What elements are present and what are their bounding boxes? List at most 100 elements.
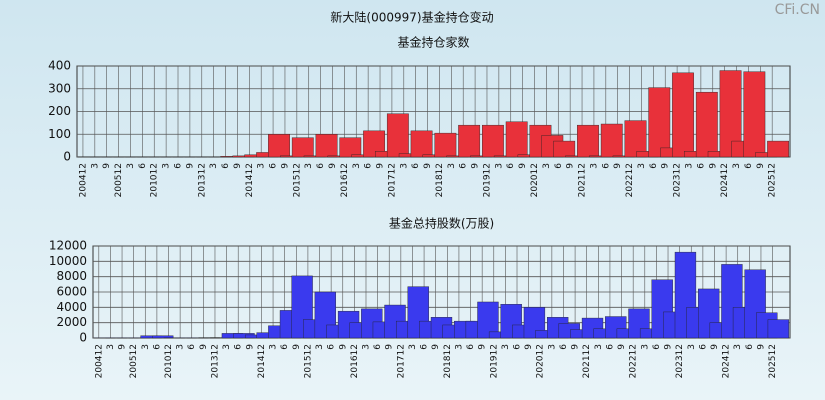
x-tick-label: 6 bbox=[280, 344, 290, 350]
x-tick-label: 201412 bbox=[257, 344, 267, 378]
x-tick-label: 200512 bbox=[129, 344, 139, 378]
x-tick-label: 202112 bbox=[582, 344, 592, 378]
x-tick-label: 201812 bbox=[435, 163, 445, 197]
x-tick-label: 9 bbox=[613, 163, 623, 169]
bar bbox=[767, 140, 790, 158]
x-tick-label: 6 bbox=[411, 163, 421, 169]
bar bbox=[477, 301, 499, 339]
x-tick-label: 200412 bbox=[78, 163, 88, 197]
y-tick-label: 200 bbox=[48, 104, 71, 118]
x-tick-label: 202312 bbox=[673, 163, 683, 197]
x-tick-label: 9 bbox=[478, 344, 488, 350]
x-tick-label: 9 bbox=[431, 344, 441, 350]
x-tick-label: 3 bbox=[361, 344, 371, 350]
y-tick-label: 2000 bbox=[56, 315, 87, 329]
bar bbox=[743, 71, 766, 158]
x-tick-label: 9 bbox=[376, 163, 386, 169]
x-tick-label: 9 bbox=[708, 163, 718, 169]
x-tick-label: 6 bbox=[554, 163, 564, 169]
x-tick-label: 3 bbox=[594, 344, 604, 350]
x-tick-label: 6 bbox=[138, 163, 148, 169]
x-tick-label: 6 bbox=[459, 163, 469, 169]
x-tick-label: 9 bbox=[664, 344, 674, 350]
subplot-title: 基金总持股数(万股) bbox=[389, 216, 494, 231]
y-tick-label: 100 bbox=[48, 127, 71, 141]
x-tick-label: 3 bbox=[222, 344, 232, 350]
bar bbox=[386, 113, 409, 158]
x-tick-label: 9 bbox=[245, 344, 255, 350]
bar bbox=[363, 130, 385, 158]
bar bbox=[767, 319, 790, 339]
x-tick-label: 3 bbox=[494, 163, 504, 169]
x-tick-label: 6 bbox=[364, 163, 374, 169]
x-tick-label: 3 bbox=[733, 344, 743, 350]
x-tick-label: 9 bbox=[102, 163, 112, 169]
x-tick-label: 9 bbox=[571, 344, 581, 350]
x-tick-label: 3 bbox=[547, 344, 557, 350]
x-tick-label: 3 bbox=[315, 344, 325, 350]
x-tick-label: 6 bbox=[316, 163, 326, 169]
x-tick-label: 9 bbox=[617, 344, 627, 350]
x-tick-label: 3 bbox=[542, 163, 552, 169]
x-tick-label: 6 bbox=[327, 344, 337, 350]
x-tick-label: 3 bbox=[684, 163, 694, 169]
x-tick-label: 6 bbox=[420, 344, 430, 350]
x-tick-label: 3 bbox=[399, 163, 409, 169]
y-tick-label: 12000 bbox=[49, 239, 87, 253]
bar bbox=[458, 124, 481, 158]
x-tick-label: 9 bbox=[710, 344, 720, 350]
x-tick-label: 3 bbox=[589, 163, 599, 169]
x-tick-label: 3 bbox=[126, 163, 136, 169]
x-tick-label: 202012 bbox=[530, 163, 540, 197]
x-tick-label: 6 bbox=[466, 344, 476, 350]
x-tick-label: 201012 bbox=[164, 344, 174, 378]
x-tick-label: 3 bbox=[447, 163, 457, 169]
x-tick-label: 3 bbox=[141, 344, 151, 350]
x-tick-label: 3 bbox=[162, 163, 172, 169]
x-tick-label: 6 bbox=[744, 163, 754, 169]
y-tick-label: 10000 bbox=[49, 254, 87, 268]
x-tick-label: 3 bbox=[209, 163, 219, 169]
x-tick-label: 9 bbox=[328, 163, 338, 169]
x-tick-label: 9 bbox=[280, 163, 290, 169]
x-tick-label: 6 bbox=[187, 344, 197, 350]
x-tick-label: 9 bbox=[385, 344, 395, 350]
bar bbox=[339, 137, 362, 158]
x-tick-label: 9 bbox=[756, 163, 766, 169]
bar bbox=[577, 124, 599, 158]
x-tick-label: 6 bbox=[234, 344, 244, 350]
bar bbox=[600, 123, 623, 158]
x-tick-label: 202212 bbox=[625, 163, 635, 197]
bar bbox=[648, 87, 671, 158]
x-tick-label: 3 bbox=[176, 344, 186, 350]
x-tick-label: 201412 bbox=[245, 163, 255, 197]
x-tick-label: 9 bbox=[292, 344, 302, 350]
x-tick-label: 202212 bbox=[629, 344, 639, 378]
x-tick-label: 3 bbox=[640, 344, 650, 350]
x-tick-label: 202512 bbox=[768, 344, 778, 378]
x-tick-label: 201312 bbox=[197, 163, 207, 197]
x-tick-label: 9 bbox=[661, 163, 671, 169]
bar bbox=[152, 335, 174, 339]
x-tick-label: 9 bbox=[423, 163, 433, 169]
x-tick-label: 3 bbox=[304, 163, 314, 169]
x-tick-label: 202312 bbox=[675, 344, 685, 378]
x-tick-label: 9 bbox=[518, 163, 528, 169]
x-tick-label: 200412 bbox=[94, 344, 104, 378]
x-tick-label: 200512 bbox=[114, 163, 124, 197]
x-tick-label: 202112 bbox=[578, 163, 588, 197]
x-tick-label: 201712 bbox=[387, 163, 397, 197]
bar bbox=[268, 134, 290, 158]
x-tick-label: 6 bbox=[605, 344, 615, 350]
x-tick-label: 9 bbox=[233, 163, 243, 169]
bar bbox=[482, 124, 504, 158]
x-tick-label: 9 bbox=[471, 163, 481, 169]
x-tick-label: 6 bbox=[559, 344, 569, 350]
x-tick-label: 202012 bbox=[536, 344, 546, 378]
x-tick-label: 6 bbox=[652, 344, 662, 350]
x-tick-label: 201312 bbox=[210, 344, 220, 378]
x-tick-label: 6 bbox=[698, 344, 708, 350]
x-tick-label: 6 bbox=[506, 163, 516, 169]
x-tick-label: 201512 bbox=[292, 163, 302, 197]
